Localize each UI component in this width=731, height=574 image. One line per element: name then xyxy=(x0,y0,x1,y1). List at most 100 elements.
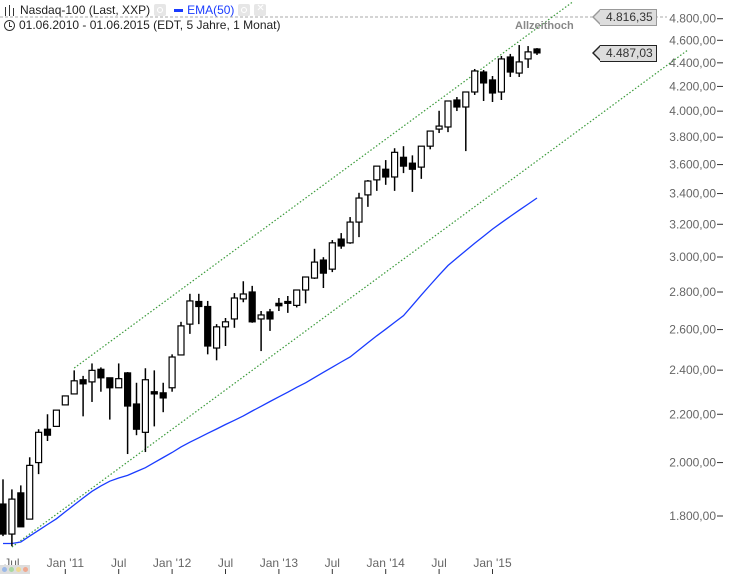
candle-body-up xyxy=(257,314,265,320)
clock-icon xyxy=(4,19,15,31)
yellow-dot-icon[interactable] xyxy=(16,567,21,572)
y-tick-label: 4.000,00 xyxy=(669,104,716,118)
candle xyxy=(79,375,87,417)
candle xyxy=(382,160,390,185)
y-tick-label: 3.800,00 xyxy=(669,130,716,144)
candle xyxy=(284,295,292,313)
blue-dot-icon[interactable] xyxy=(2,567,7,572)
candle xyxy=(488,76,497,102)
candle xyxy=(328,240,336,273)
candle xyxy=(195,293,203,325)
candle-body-up xyxy=(8,498,16,535)
candle-body-down xyxy=(150,391,158,395)
settings-icon[interactable] xyxy=(238,4,251,16)
candle xyxy=(248,285,256,323)
candle-body-up xyxy=(328,242,336,270)
x-tick-label: Jul xyxy=(111,556,126,570)
y-tick-label: 4.800,00 xyxy=(669,12,716,26)
candle xyxy=(257,310,265,352)
lower-channel-line[interactable] xyxy=(11,49,689,548)
candle xyxy=(506,53,514,77)
x-tick-label: Jan '13 xyxy=(260,556,299,570)
candle xyxy=(346,217,354,244)
candle xyxy=(97,367,105,392)
instrument-label[interactable]: Nasdaq-100 (Last, XXP) xyxy=(20,3,151,17)
candle-body-up xyxy=(88,369,96,383)
candle xyxy=(453,97,461,112)
candle xyxy=(0,479,7,537)
candle-body-up xyxy=(168,356,176,389)
x-tick-label: Jan '15 xyxy=(473,556,512,570)
candle xyxy=(150,370,158,427)
date-range: 01.06.2010 - 01.06.2015 (EDT, 5 Jahre, 1… xyxy=(4,18,281,32)
settings-icon[interactable] xyxy=(154,4,167,16)
candle xyxy=(186,293,194,334)
close-icon[interactable] xyxy=(254,3,267,16)
candle xyxy=(435,110,443,134)
candle-body-down xyxy=(0,503,7,535)
candle-body-down xyxy=(480,71,488,84)
candle-body-up xyxy=(417,145,425,168)
candle-body-up xyxy=(141,379,149,433)
candle xyxy=(417,145,425,179)
candle-body-down xyxy=(159,392,167,399)
candle-body-down xyxy=(488,79,497,94)
upper-channel-line[interactable] xyxy=(73,1,573,369)
candle xyxy=(399,146,408,174)
candle-body-up xyxy=(230,297,238,320)
indicator-label[interactable]: EMA(50) xyxy=(187,3,235,17)
date-range-label: 01.06.2010 - 01.06.2015 (EDT, 5 Jahre, 1… xyxy=(19,18,281,32)
candle xyxy=(141,368,149,453)
candle-body-up xyxy=(213,326,221,349)
candle-body-up xyxy=(435,125,443,130)
candle xyxy=(61,395,69,406)
candle-body-down xyxy=(284,300,292,304)
red-dot-icon[interactable] xyxy=(23,567,28,572)
y-tick-label: 2.800,00 xyxy=(669,285,716,299)
candle-body-up xyxy=(221,321,230,328)
candle xyxy=(515,45,523,77)
candle xyxy=(408,155,416,192)
candle xyxy=(239,281,247,303)
candle-body-up xyxy=(52,409,61,427)
candle xyxy=(52,409,61,427)
chart-legend: Nasdaq-100 (Last, XXP) EMA(50) xyxy=(4,3,267,17)
candle-body-up xyxy=(515,61,523,74)
candle-body-down xyxy=(408,162,416,170)
candle-body-up xyxy=(346,221,354,244)
candle-body-down xyxy=(533,48,541,54)
candle xyxy=(34,429,43,475)
candle xyxy=(364,180,372,207)
candle-body-up xyxy=(462,91,470,108)
color-dots-toolbar[interactable] xyxy=(0,565,30,574)
candle-body-down xyxy=(275,302,283,307)
green-dot-icon[interactable] xyxy=(9,567,14,572)
candle xyxy=(302,276,310,304)
candle xyxy=(221,317,230,347)
candle xyxy=(26,457,34,520)
candle xyxy=(266,308,274,331)
y-tick-label: 4.400,00 xyxy=(669,56,716,70)
candle xyxy=(497,55,505,100)
all-time-high-marker: 4.816,35 xyxy=(592,9,657,26)
candle-body-down xyxy=(382,168,390,178)
candle-body-up xyxy=(177,325,185,356)
y-tick-label: 3.000,00 xyxy=(669,250,716,264)
candle-body-down xyxy=(266,311,274,320)
candle xyxy=(480,70,488,101)
candle xyxy=(17,485,25,528)
candle-body-down xyxy=(248,291,256,323)
candle-body-up xyxy=(34,431,43,464)
candle xyxy=(88,363,96,402)
candle-body-down xyxy=(319,259,327,274)
ema-50-line xyxy=(3,197,538,545)
candle-body-down xyxy=(132,403,141,430)
candle-body-up xyxy=(293,289,301,306)
candle-body-up xyxy=(70,380,78,395)
candle-body-up xyxy=(497,58,505,93)
candle xyxy=(177,321,185,356)
candle-body-up xyxy=(355,197,363,223)
candle-body-down xyxy=(106,377,114,389)
candle-body-down xyxy=(337,238,345,247)
